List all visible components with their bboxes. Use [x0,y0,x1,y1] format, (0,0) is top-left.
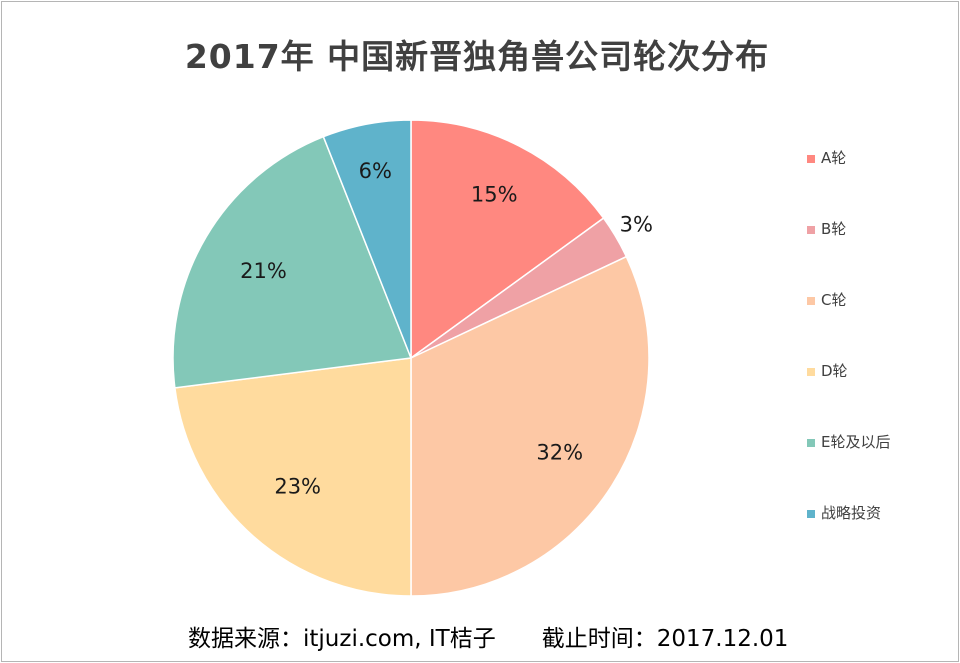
chart-footer: 数据来源：itjuzi.com, IT桔子 截止时间：2017.12.01 [188,619,788,653]
chart-title: 2017年 中国新晋独角兽公司轮次分布 [184,37,770,76]
pie-slice-e-round-and-later [172,135,413,389]
legend-label: E轮及以后 [821,433,891,451]
slice-label-strategic-investment: 6% [359,159,392,183]
slice-label-a-round: 15% [471,183,518,207]
slice-label-e-round-and-later: 21% [240,259,287,283]
legend-swatch [807,226,815,234]
legend-swatch [807,510,815,518]
slice-label-d-round: 23% [274,475,321,499]
pie-slice-strategic-investment [322,119,412,359]
legend-label: 战略投资 [821,504,882,522]
legend-swatch [807,155,815,163]
legend-label: C轮 [821,291,847,309]
data-source-note: 数据来源：itjuzi.com, IT桔子 [188,626,496,652]
legend-swatch [807,368,815,376]
pie-slice-d-round [174,357,412,597]
cutoff-date-note: 截止时间：2017.12.01 [541,626,789,652]
slice-label-b-round: 3% [620,213,653,237]
pie-slice-a-round [410,119,605,360]
legend-label: B轮 [821,220,847,238]
slice-label-c-round: 32% [536,440,583,464]
legend-label: D轮 [821,362,848,380]
legend-swatch [807,439,815,447]
legend-label: A轮 [821,149,847,167]
legend-swatch [807,297,815,305]
pie-slice-c-round [410,255,650,597]
